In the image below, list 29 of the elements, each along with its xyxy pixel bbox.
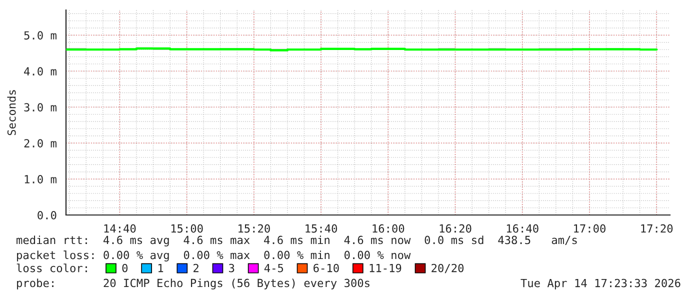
- legend-title: loss color:: [16, 264, 87, 272]
- text: probe: 20 ICMP Echo Pings (56 Bytes) every 300s: [17, 278, 370, 290]
- legend-label: 20/20: [432, 264, 464, 274]
- legend-label: 2: [194, 264, 198, 272]
- x-tick-label: 15:40: [306, 224, 338, 233]
- legend-label: 6-10: [314, 264, 339, 272]
- x-tick-label: 16:40: [506, 224, 538, 233]
- legend-label: 0: [122, 264, 128, 272]
- y-tick-label: 0.0: [38, 211, 56, 220]
- text: packet loss: 0.00 % avg 0.00 % max 0.00 % min 0.00 % now: [17, 250, 411, 262]
- x-tick-label: 14:40: [104, 224, 136, 233]
- legend-label: 4-5: [264, 264, 284, 272]
- text: median rtt: 4.6 ms avg 4.6 ms max 4.6 ms min 4.6 ms now 0.0 ms sd 438.5 am/s: [16, 236, 577, 246]
- y-tick-label: 4.0 m: [24, 67, 56, 76]
- x-tick-label: 16:00: [372, 224, 404, 233]
- x-tick-label: 17:00: [574, 224, 606, 233]
- y-tick-label: 1.0 m: [24, 175, 56, 184]
- y-tick-label: 2.0 m: [24, 139, 56, 148]
- y-axis-title: Seconds: [7, 90, 16, 136]
- y-tick-label: 3.0 m: [24, 103, 56, 112]
- legend-label: 1: [158, 264, 164, 272]
- x-tick-label: 17:20: [641, 224, 673, 233]
- text: Tue Apr 14 17:23:33 2026: [520, 278, 680, 290]
- y-tick-label: 5.0 m: [24, 31, 56, 40]
- x-tick-label: 15:20: [238, 224, 270, 233]
- x-tick-label: 16:20: [440, 224, 472, 233]
- legend-label: 3: [229, 264, 234, 272]
- x-tick-label: 15:00: [171, 224, 203, 233]
- legend-label: 11-19: [370, 264, 402, 272]
